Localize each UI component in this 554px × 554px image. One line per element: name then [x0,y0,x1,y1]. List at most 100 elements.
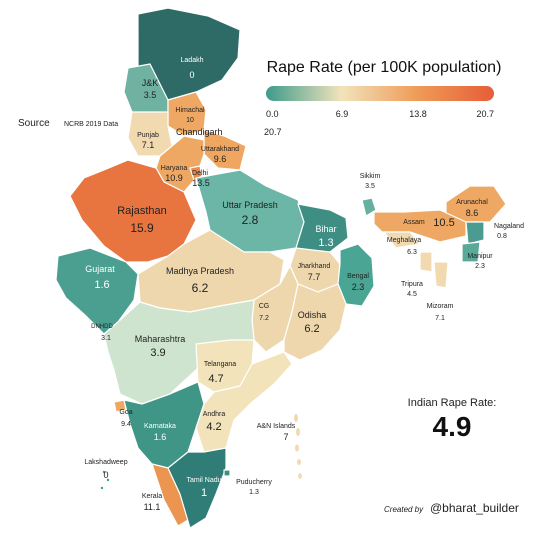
label-maharashtra-value: 3.9 [150,347,165,359]
label-telangana-value: 4.7 [208,373,223,385]
label-assam-name: Assam [403,219,425,226]
region-andhra [195,351,293,453]
label-mp-value: 6.2 [192,281,209,295]
label-dnhdd-name: DNHDD [91,324,113,330]
legend-tick-2: 13.8 [409,109,427,119]
label-himachal-name: Himachal [175,107,205,114]
label-meghalaya-value: 6.3 [407,249,417,256]
label-chandigarh-name: Chandigarh [176,127,223,137]
label-nagaland-name: Nagaland [494,223,524,230]
label-goa-name: Goa [119,409,132,416]
label-punjab-value: 7.1 [142,140,155,150]
label-uttarakhand-name: Uttarakhand [201,146,239,153]
label-ladakh-value: 0 [189,70,194,80]
source-label: Source [18,118,50,129]
label-chandigarh-value: 20.7 [264,127,282,137]
label-cg-name: CG [259,303,270,310]
label-kerala-name: Kerala [142,493,162,500]
label-an-value: 7 [283,432,288,442]
label-nagaland-value: 0.8 [497,233,507,240]
label-meghalaya-name: Meghalaya [387,237,421,244]
label-delhi-name: Delhi [192,170,208,177]
label-puducherry-value: 1.3 [249,489,259,496]
label-arunachal-name: Arunachal [456,199,488,206]
region-assam [373,209,467,243]
label-haryana-value: 10.9 [165,173,183,183]
label-punjab-name: Punjab [137,132,159,139]
region-sikkim [361,197,377,217]
label-andhra-name: Andhra [203,411,226,418]
credit-handle: @bharat_builder [430,501,519,515]
label-bengal-name: Bengal [347,273,369,280]
label-telangana-name: Telangana [204,361,236,368]
label-up-value: 2.8 [242,213,259,227]
label-lakshadweep-name: Lakshadweep [84,459,127,466]
label-delhi-value: 13.5 [192,178,210,188]
region-odisha [283,283,347,361]
region-bengal [337,243,375,307]
state-labels: Ladakh 0 J&K 3.5 Himachal 10 Chandigarh … [84,57,524,512]
label-kerala-value: 11.1 [144,502,161,512]
label-jharkhand-name: Jharkhand [298,263,331,270]
label-jharkhand-value: 7.7 [308,272,321,282]
label-tn-name: Tamil Nadu [186,477,221,484]
label-gujarat-name: Gujarat [85,264,115,274]
national-rate-value: 4.9 [433,411,472,442]
label-jk-value: 3.5 [144,90,157,100]
label-rajasthan-name: Rajasthan [117,205,167,217]
label-uttarakhand-value: 9.6 [214,154,227,164]
label-rajasthan-value: 15.9 [130,221,154,235]
label-mizoram-name: Mizoram [427,303,454,310]
label-bihar-value: 1.3 [318,237,333,249]
region-up [195,169,305,253]
region-tripura [419,251,433,273]
label-ladakh-name: Ladakh [181,57,204,64]
region-meghalaya [383,231,421,249]
label-dnhdd-value: 3.1 [101,335,111,342]
label-gujarat-value: 1.6 [94,279,109,291]
label-karnataka-value: 1.6 [154,432,167,442]
label-haryana-name: Haryana [161,165,188,172]
region-delhi [189,165,203,181]
label-manipur-name: Manipur [467,253,493,260]
region-karnataka [123,381,205,469]
label-mizoram-value: 7.1 [435,315,445,322]
legend-gradient-bar [266,86,494,101]
legend-tick-0: 0.0 [266,109,279,119]
national-rate-label: Indian Rape Rate: [408,397,497,409]
legend-tick-3: 20.7 [476,109,494,119]
source-text: NCRB 2019 Data [64,121,118,128]
label-sikkim-name: Sikkim [360,173,381,180]
label-bengal-value: 2.3 [352,282,365,292]
label-odisha-value: 6.2 [304,323,319,335]
label-mp-name: Madhya Pradesh [166,266,234,276]
label-puducherry-name: Puducherry [236,479,272,486]
label-tripura-value: 4.5 [407,291,417,298]
label-lakshadweep-value: 0 [103,470,108,480]
label-tripura-name: Tripura [401,281,423,288]
region-mizoram [433,261,449,289]
label-andhra-value: 4.2 [206,421,221,433]
region-puducherry [223,469,231,477]
label-manipur-value: 2.3 [475,263,485,270]
region-rajasthan [69,159,197,263]
region-manipur [461,241,481,263]
label-jk-name: J&K [142,78,159,88]
label-sikkim-value: 3.5 [365,183,375,190]
label-tn-value: 1 [201,487,207,499]
label-assam-value: 10.5 [433,217,454,229]
label-maharashtra-name: Maharashtra [135,334,186,344]
credit-prefix: Created by [384,505,424,514]
label-karnataka-name: Karnataka [144,423,176,430]
label-an-name: A&N Islands [257,423,296,430]
region-nagaland [465,221,485,245]
map-title: Rape Rate (per 100K population) [267,59,502,76]
label-arunachal-value: 8.6 [466,208,479,218]
region-an [294,414,302,479]
label-odisha-name: Odisha [298,310,327,320]
label-up-name: Uttar Pradesh [222,200,278,210]
label-cg-value: 7.2 [259,315,269,322]
label-goa-value: 9.4 [121,421,131,428]
